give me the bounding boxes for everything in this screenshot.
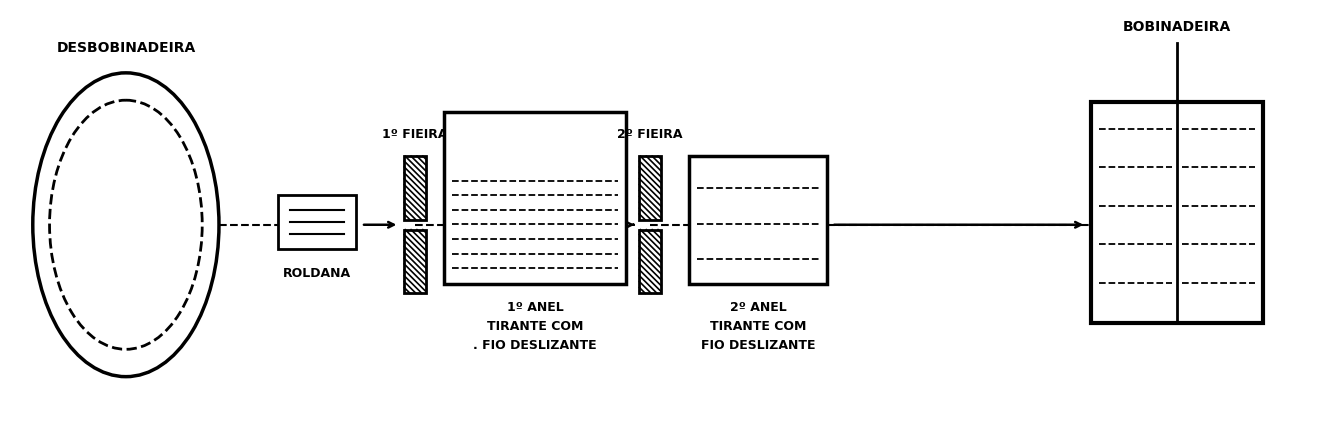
Text: DESBOBINADEIRA: DESBOBINADEIRA: [57, 41, 195, 55]
Text: 1º FIEIRA: 1º FIEIRA: [382, 128, 448, 142]
Bar: [1091, 102, 1263, 323]
Text: 2º ANEL
TIRANTE COM
FIO DESLIZANTE: 2º ANEL TIRANTE COM FIO DESLIZANTE: [701, 301, 816, 352]
Text: 2º FIEIRA: 2º FIEIRA: [617, 128, 683, 142]
Bar: [444, 112, 626, 283]
Bar: [639, 156, 660, 220]
Text: BOBINADEIRA: BOBINADEIRA: [1123, 20, 1231, 34]
Text: 1º ANEL
TIRANTE COM
. FIO DESLIZANTE: 1º ANEL TIRANTE COM . FIO DESLIZANTE: [473, 301, 597, 352]
Bar: [405, 230, 426, 293]
Bar: [278, 196, 356, 249]
Text: ROLDANA: ROLDANA: [283, 267, 351, 280]
Bar: [689, 156, 826, 283]
Bar: [639, 230, 660, 293]
Bar: [405, 156, 426, 220]
